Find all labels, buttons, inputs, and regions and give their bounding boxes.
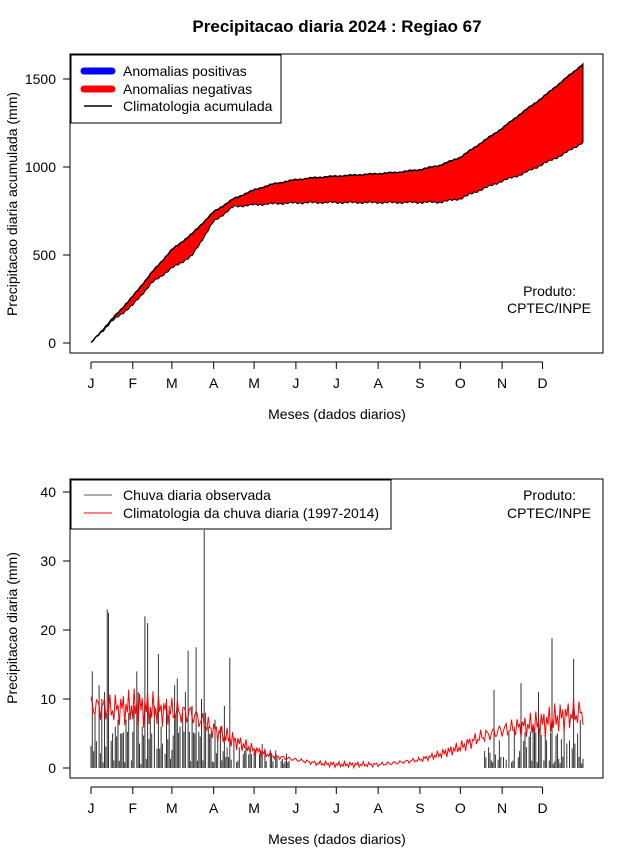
x-tick-label: F [129,375,138,391]
x-tick-label: A [373,800,383,816]
y-tick-label: 10 [40,691,56,707]
x-tick-label: A [209,375,219,391]
x-tick-label: J [333,375,340,391]
x-tick-label: F [129,800,138,816]
x-axis-label: Meses (dados diarios) [268,831,406,847]
credit-line-1: Produto: [523,487,576,503]
x-tick-label: D [537,375,547,391]
y-tick-label: 1500 [25,71,56,87]
y-tick-label: 1000 [25,159,56,175]
chart-title: Precipitacao diaria 2024 : Regiao 67 [192,17,481,36]
legend-label-positive: Anomalias positivas [123,63,247,79]
legend-label-negative: Anomalias negativas [123,81,252,97]
credit-line-2: CPTEC/INPE [507,505,591,521]
x-tick-label: A [373,375,383,391]
y-tick-label: 40 [40,484,56,500]
legend: Chuva diaria observada Climatologia da c… [70,479,392,530]
y-axis-label: Precipitacao diaria acumulada (mm) [4,92,20,316]
observed-bars [90,530,584,768]
y-tick-label: 30 [40,553,56,569]
y-axis: 0 500 1000 1500 [25,71,71,351]
y-axis: 0 10 20 30 40 [40,484,71,776]
x-tick-label: J [88,375,95,391]
x-tick-label: S [415,375,424,391]
legend-label-climatology: Climatologia da chuva diaria (1997-2014) [123,505,379,521]
y-tick-label: 500 [33,247,57,263]
credit-line-2: CPTEC/INPE [507,300,591,316]
climatology-daily-line [90,688,584,770]
x-tick-label: M [166,800,178,816]
x-tick-label: N [497,375,507,391]
legend: Anomalias positivas Anomalias negativas … [70,54,282,124]
x-tick-label: M [166,375,178,391]
y-axis-label: Precipitacao diaria (mm) [4,552,20,704]
x-tick-label: M [248,375,260,391]
x-tick-label: N [497,800,507,816]
x-tick-label: O [455,375,466,391]
x-tick-label: S [415,800,424,816]
x-tick-label: J [292,800,299,816]
legend-box [70,479,392,530]
y-tick-label: 0 [48,760,56,776]
x-tick-label: M [248,800,260,816]
x-tick-label: J [88,800,95,816]
legend-label-observed: Chuva diaria observada [123,487,271,503]
climatology-cumulative-line [90,63,584,343]
x-tick-label: J [333,800,340,816]
credit-line-1: Produto: [523,283,576,299]
x-axis-label: Meses (dados diarios) [268,406,406,422]
x-tick-label: J [292,375,299,391]
cumulative-panel: 0 500 1000 1500 J F M A M J J A S O N D Precipitacao d… [4,53,604,422]
x-tick-label: D [537,800,547,816]
daily-panel: 0 10 20 30 40 J F M A M J J A S O N D Precipitacao diar… [4,478,604,847]
y-tick-label: 0 [48,335,56,351]
legend-label-climatology: Climatologia acumulada [123,98,273,114]
y-tick-label: 20 [40,622,56,638]
x-tick-label: O [455,800,466,816]
x-tick-label: A [209,800,219,816]
